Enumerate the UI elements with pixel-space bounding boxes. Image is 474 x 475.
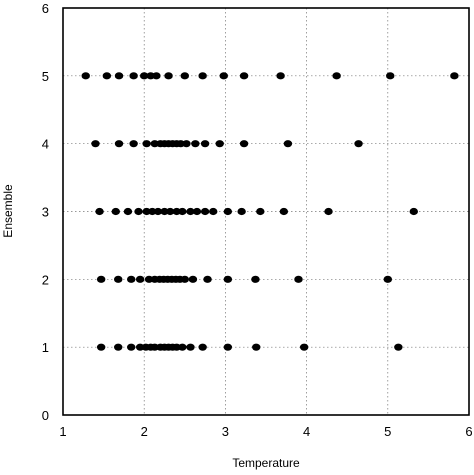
data-points [81, 72, 459, 351]
data-point [223, 207, 233, 216]
data-point [178, 343, 187, 351]
x-tick-label: 6 [465, 424, 472, 439]
data-point [142, 140, 151, 148]
data-point [182, 140, 191, 148]
x-tick-label: 2 [141, 424, 148, 439]
data-point [354, 140, 363, 148]
y-tick-label: 6 [42, 1, 49, 16]
data-point [140, 72, 149, 80]
data-point [223, 343, 233, 351]
x-tick-label: 4 [303, 424, 310, 439]
data-point [102, 72, 112, 80]
data-point [127, 275, 136, 283]
data-point [165, 207, 175, 216]
data-point [114, 72, 124, 80]
y-axis-label: Ensemble [1, 184, 15, 238]
data-point [239, 72, 249, 80]
y-tick-label: 3 [42, 205, 49, 220]
data-point [198, 343, 207, 351]
data-point [237, 207, 246, 216]
x-axis-label: Temperature [232, 456, 300, 470]
data-point [251, 275, 260, 283]
data-point [96, 343, 106, 351]
y-tick-label: 4 [42, 137, 49, 152]
data-point [114, 343, 123, 351]
data-point [219, 72, 228, 80]
data-point [215, 140, 224, 148]
y-tick-label: 5 [42, 69, 49, 84]
data-point [111, 207, 120, 216]
data-point [127, 343, 136, 351]
data-point [383, 275, 392, 283]
data-point [81, 72, 90, 80]
data-point [276, 72, 285, 80]
data-point [279, 207, 289, 216]
data-point [239, 140, 249, 148]
data-point [114, 275, 123, 283]
x-tick-label: 3 [222, 424, 229, 439]
data-point [192, 207, 202, 216]
data-point [186, 207, 195, 216]
data-point [394, 343, 403, 351]
data-point [91, 140, 100, 148]
data-point [409, 207, 418, 216]
data-point [153, 207, 163, 216]
data-point [252, 343, 261, 351]
data-point [180, 72, 189, 80]
data-point [324, 207, 333, 216]
x-tick-label: 5 [384, 424, 391, 439]
data-point [95, 207, 104, 216]
data-point [134, 207, 143, 216]
plot-frame [62, 7, 470, 416]
data-point [96, 275, 106, 283]
data-point [129, 140, 138, 148]
data-point [191, 140, 200, 148]
data-point [209, 207, 218, 216]
data-point [450, 72, 459, 80]
data-point [135, 275, 145, 283]
data-point [188, 275, 198, 283]
y-tick-label: 2 [42, 272, 49, 287]
data-point [186, 343, 195, 351]
data-point [299, 343, 309, 351]
x-tick-label: 1 [59, 424, 66, 439]
data-point [386, 72, 395, 80]
data-point [129, 72, 138, 80]
data-point [114, 140, 124, 148]
data-point [152, 72, 161, 80]
y-tick-label: 1 [42, 340, 49, 355]
data-point [223, 275, 233, 283]
data-point [180, 275, 189, 283]
data-point [203, 275, 212, 283]
data-point [123, 207, 133, 216]
data-point [198, 72, 207, 80]
data-point [200, 207, 210, 216]
data-point [283, 140, 293, 148]
data-point [294, 275, 303, 283]
data-point [200, 140, 210, 148]
y-tick-label: 0 [42, 408, 49, 423]
data-point [164, 72, 173, 80]
data-point [332, 72, 341, 80]
data-point [256, 207, 265, 216]
data-point [178, 207, 187, 216]
